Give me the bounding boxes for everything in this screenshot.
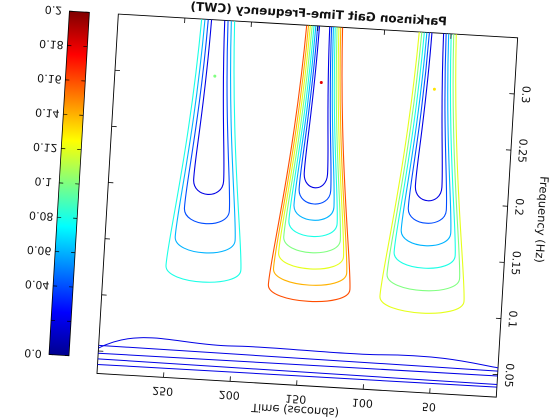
contour-line [272, 25, 348, 286]
x-axis-ticks: 50 100 150 200 250 [152, 17, 452, 414]
colorbar-tick-label: 0.0 [24, 346, 42, 360]
contour-line [193, 19, 226, 195]
contour-lines [97, 18, 499, 388]
contour-line [298, 25, 333, 205]
contour-line [414, 32, 445, 202]
y-axis-label: Frequency (Hz) [532, 176, 551, 263]
x-axis-label: Time (seconds) [250, 401, 339, 420]
low-frequency-band [98, 352, 498, 377]
colorbar-tick-label: 0.14 [35, 106, 60, 120]
x-tick-label: 200 [218, 388, 240, 402]
contour-line [407, 32, 448, 224]
colorbar-tick-label: 0.08 [29, 209, 54, 223]
colorbar-tick-label: 0.04 [25, 277, 50, 291]
low-frequency-band [97, 358, 498, 386]
colorbar-tick-label: 0.12 [33, 140, 58, 154]
x-tick-label: 250 [152, 384, 174, 398]
contour-line [379, 31, 465, 314]
contour-peak [213, 74, 217, 78]
colorbar-ticks: 0.0 0.04 0.06 0.08 0.1 0.12 0.14 0.16 0.18 0.2 [24, 3, 90, 360]
contour-line [267, 25, 351, 303]
y-tick-label: 0.1 [505, 310, 519, 328]
contour-line [174, 19, 236, 254]
colorbar [48, 10, 90, 357]
contour-line [386, 32, 461, 292]
contour-line [288, 25, 338, 238]
y-tick-label: 0.15 [509, 250, 523, 275]
contour-line [393, 32, 456, 269]
x-tick-label: 150 [285, 392, 307, 406]
contour-line [400, 32, 452, 247]
contour-peak [319, 80, 323, 84]
low-frequency-band [97, 363, 497, 388]
x-tick-label: 50 [422, 400, 437, 414]
y-tick-label: 0.2 [512, 198, 526, 216]
contour-line [303, 25, 331, 189]
y-tick-label: 0.3 [519, 86, 533, 104]
low-frequency-band [98, 344, 498, 372]
contour-line [165, 18, 242, 283]
x-tick-label: 100 [352, 396, 374, 410]
contour-line [183, 19, 231, 225]
contour-line [293, 25, 335, 221]
colorbar-tick-label: 0.1 [34, 174, 52, 188]
contour-line [278, 25, 345, 270]
y-axis-ticks: 0.05 0.1 0.15 0.2 0.25 0.3 [98, 69, 533, 388]
contour-peak [432, 87, 436, 91]
contour-line [283, 25, 342, 254]
y-tick-label: 0.25 [515, 138, 529, 163]
colorbar-tick-label: 0.06 [27, 243, 52, 257]
y-tick-label: 0.05 [502, 363, 516, 388]
colorbar-tick-label: 0.18 [39, 37, 64, 51]
colorbar-tick-label: 0.2 [44, 3, 62, 17]
outer-contour-envelope [98, 337, 499, 369]
colorbar-tick-label: 0.16 [37, 71, 62, 85]
